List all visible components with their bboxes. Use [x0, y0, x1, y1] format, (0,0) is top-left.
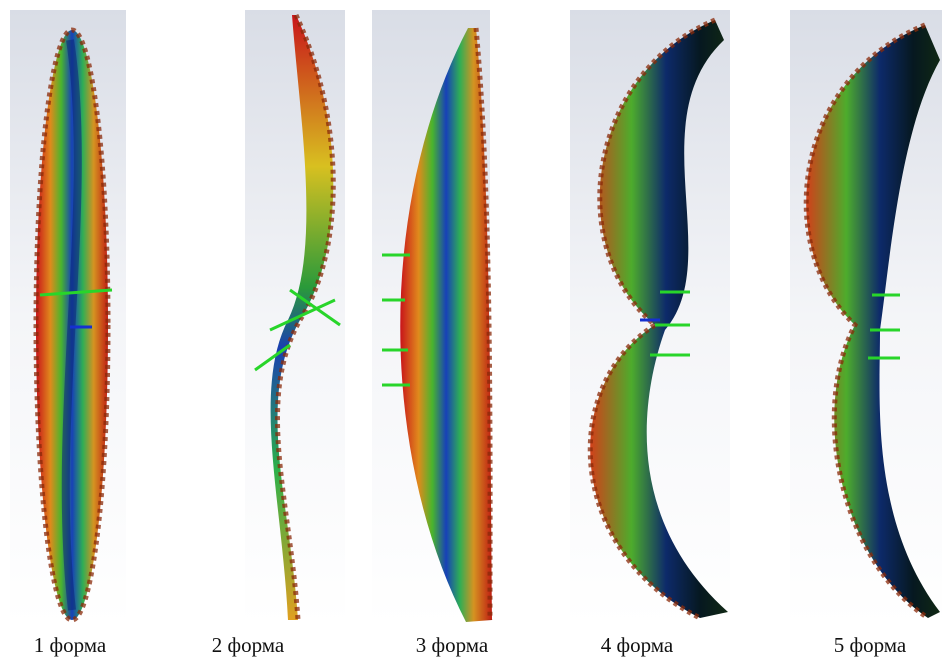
panel-4 [570, 10, 730, 625]
caption: 1 форма [34, 633, 107, 657]
panel-2 [245, 10, 345, 625]
caption: 4 форма [601, 633, 674, 657]
caption: 2 форма [212, 633, 285, 657]
panel-1 [10, 10, 126, 625]
figure: 1 форма 2 форма 3 форма 4 форма 5 форма [0, 0, 945, 664]
caption: 5 форма [834, 633, 907, 657]
panel-5 [790, 10, 942, 625]
caption: 3 форма [416, 633, 489, 657]
panel-3 [372, 10, 492, 625]
